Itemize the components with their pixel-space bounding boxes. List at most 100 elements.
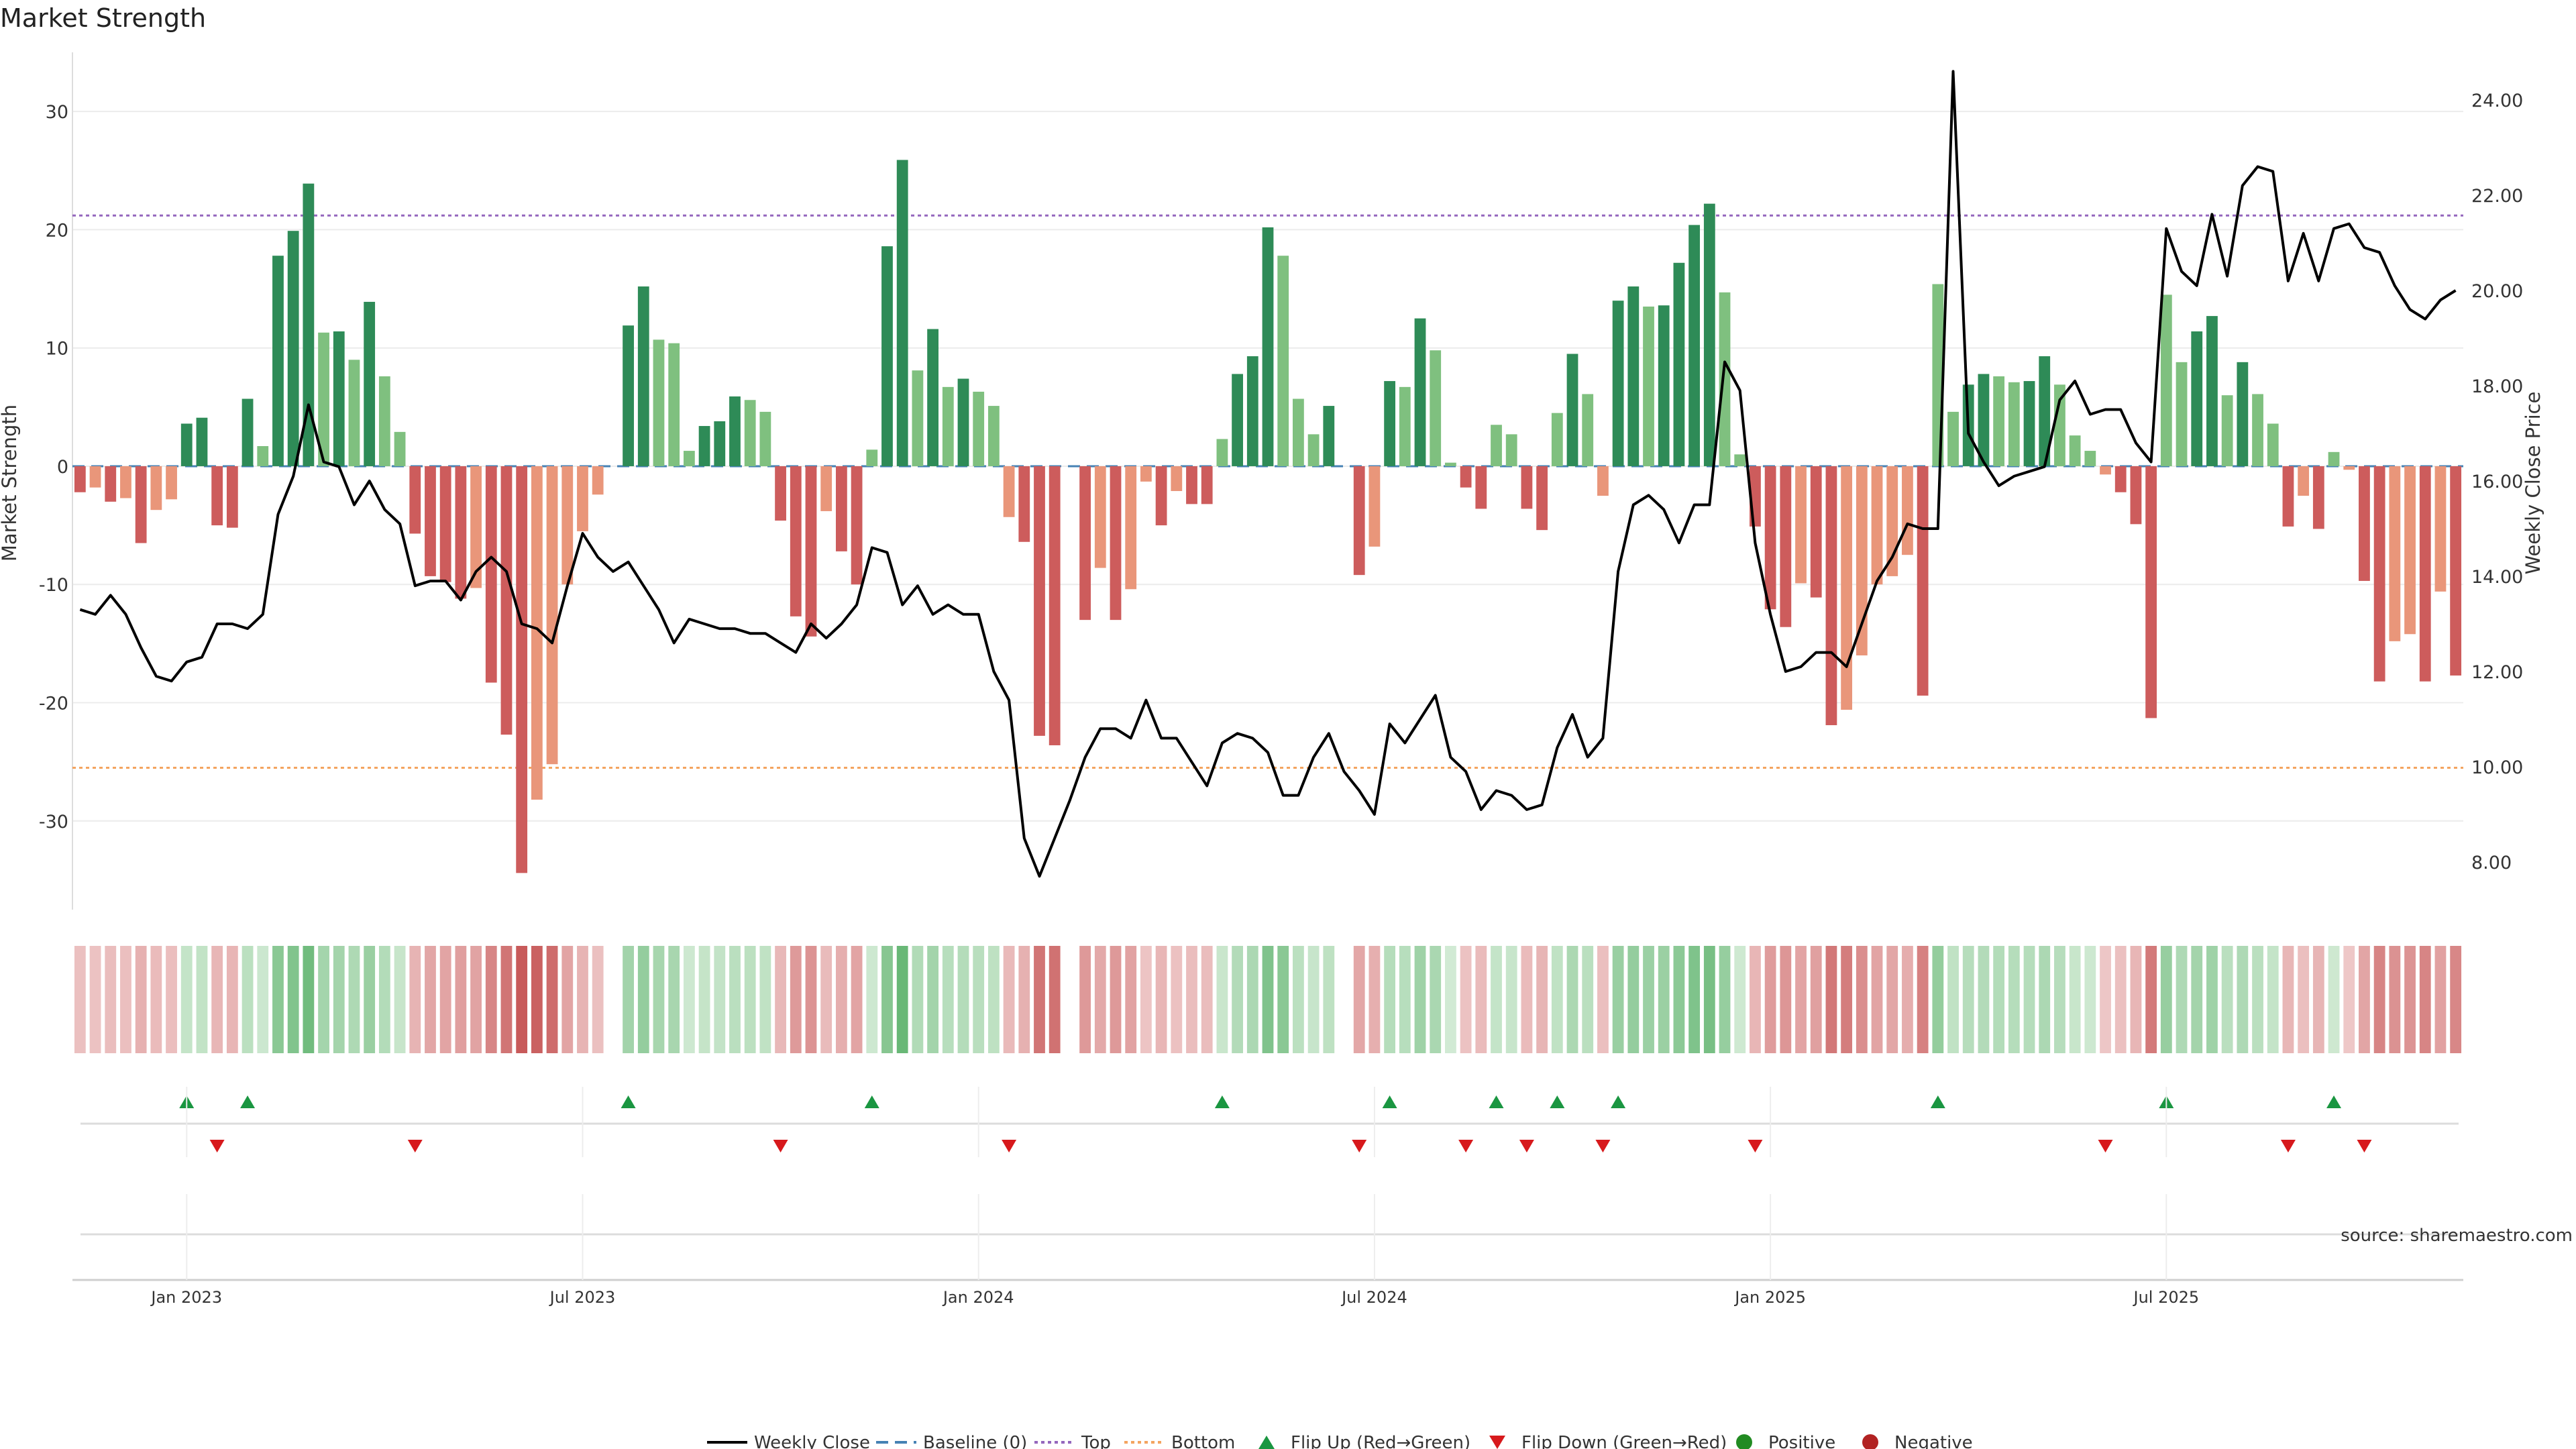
strength-bar [1399, 386, 1411, 466]
heat-cell [2312, 946, 2324, 1053]
strength-bar [2389, 466, 2401, 641]
flip-down-marker [1458, 1140, 1474, 1152]
heat-cell [1719, 946, 1731, 1053]
chart-title: Market Strength [0, 3, 206, 33]
legend-label: Bottom [1171, 1433, 1235, 1449]
heat-cell [1947, 946, 1959, 1053]
x-tick-label: Jan 2024 [942, 1288, 1014, 1307]
strength-bar [455, 466, 467, 599]
flip-down-marker [1519, 1140, 1534, 1152]
y2-tick-label: 10.00 [2471, 757, 2523, 778]
strength-bar [1764, 466, 1776, 610]
strength-bar [1734, 454, 1746, 466]
heat-cell [1627, 946, 1640, 1053]
strength-bar [592, 466, 604, 495]
flip-up-marker [1930, 1095, 1945, 1108]
strength-bar [866, 449, 878, 466]
strength-bar [2084, 451, 2096, 466]
strength-bar [1003, 466, 1015, 517]
y2-tick-label: 12.00 [2471, 662, 2523, 683]
flip-up-marker [621, 1095, 636, 1108]
heat-cell [607, 946, 619, 1053]
heat-cell [425, 946, 436, 1053]
strength-bar [226, 466, 238, 528]
strength-bar [2130, 466, 2142, 525]
heat-cell [2359, 946, 2370, 1053]
strength-bar [1460, 466, 1472, 488]
heat-cell [1353, 946, 1365, 1053]
flip-down-marker [2098, 1140, 2113, 1152]
heat-cell [2160, 946, 2172, 1053]
heat-cell [1246, 946, 1258, 1053]
heat-cell [1475, 946, 1487, 1053]
heat-cell [1399, 946, 1411, 1053]
strength-bar [942, 386, 954, 466]
heat-cell [166, 946, 177, 1053]
heat-cell [180, 946, 193, 1053]
heat-cell [1962, 946, 1974, 1053]
heat-cell [378, 946, 390, 1053]
heat-cell [1673, 946, 1685, 1053]
legend-label: Positive [1768, 1433, 1835, 1449]
strength-bar [2312, 466, 2324, 529]
strength-bar [668, 343, 680, 466]
heat-cell [1825, 946, 1837, 1053]
flip-markers [80, 1095, 2459, 1236]
heat-cell [1171, 946, 1183, 1053]
heat-cell [1049, 946, 1061, 1053]
strength-bar [2039, 356, 2051, 466]
strength-bar [2450, 466, 2462, 676]
strength-bar [2373, 466, 2385, 682]
heat-cell [1186, 946, 1197, 1053]
heat-cell [364, 946, 376, 1053]
strength-bar [1795, 466, 1807, 584]
heat-cell [1902, 946, 1913, 1053]
legend-flip-down-icon [1489, 1436, 1505, 1449]
strength-bar [1232, 374, 1243, 466]
heat-cell [1232, 946, 1243, 1053]
y-tick-label: 30 [46, 102, 68, 123]
y-axis-right: 8.00 10.00 12.00 14.00 16.00 18.00 20.00 22.00 2… [2471, 91, 2523, 873]
strength-bar [2114, 466, 2127, 492]
strength-bar [1384, 381, 1396, 466]
strength-bar [2023, 381, 2035, 466]
strength-bar [851, 466, 863, 585]
heat-cell [1643, 946, 1654, 1053]
strength-bar [1871, 466, 1883, 585]
strength-bar [546, 466, 558, 765]
heat-cell [1521, 946, 1533, 1053]
heat-cell [2237, 946, 2249, 1053]
heat-cell [1688, 946, 1701, 1053]
strength-bar [912, 370, 924, 466]
heat-cell [2434, 946, 2447, 1053]
strength-bar [1323, 406, 1335, 466]
heat-cell [1841, 946, 1853, 1053]
strength-bar [2221, 395, 2233, 466]
strength-bar [1856, 466, 1868, 656]
strength-bar [272, 256, 284, 466]
heat-cell [2404, 946, 2416, 1053]
strength-bar [2282, 466, 2294, 527]
strength-bar [196, 417, 208, 466]
strength-bar [241, 398, 254, 466]
legend-label: Top [1081, 1433, 1111, 1449]
strength-bar [1551, 413, 1563, 466]
legend-label: Baseline (0) [923, 1433, 1027, 1449]
heat-cell [2419, 946, 2431, 1053]
heat-cell [1216, 946, 1228, 1053]
heat-cell [1262, 946, 1274, 1053]
strength-bar [2100, 466, 2111, 475]
flip-down-marker [773, 1140, 788, 1152]
heat-cell [1734, 946, 1746, 1053]
heat-cell [1491, 946, 1502, 1053]
heat-cell [2176, 946, 2188, 1053]
strength-bar [1810, 466, 1822, 598]
strength-bar [1277, 256, 1289, 466]
strength-bar [485, 466, 497, 683]
strength-bar [1110, 466, 1122, 621]
x-tick-label: Jan 2025 [1733, 1288, 1806, 1307]
strength-bar [1155, 466, 1167, 526]
heat-cell [531, 946, 543, 1053]
heat-cell [105, 946, 117, 1053]
strength-bar [105, 466, 117, 502]
